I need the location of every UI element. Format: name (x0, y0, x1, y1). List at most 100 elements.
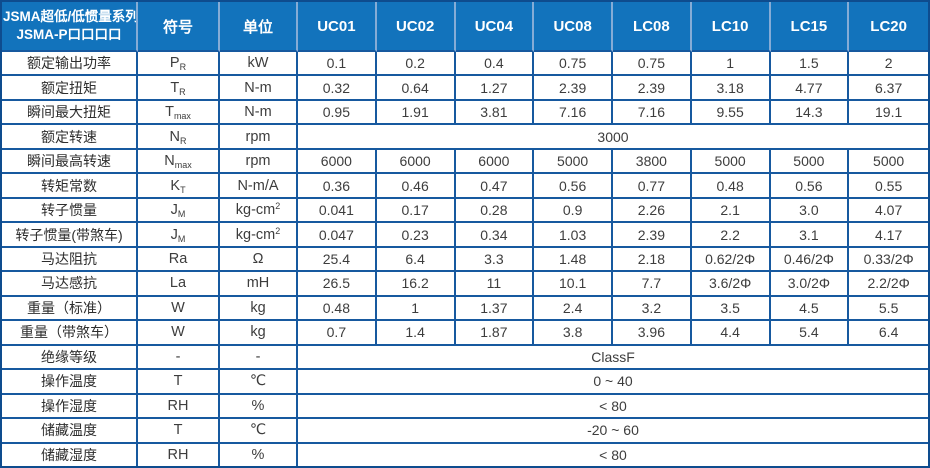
symbol-cell: RH (138, 443, 220, 466)
value-cell: 0.1 (298, 52, 377, 77)
value-cell: 6000 (455, 149, 535, 175)
value-cell: 1.48 (534, 247, 613, 273)
value-cell: 19.1 (849, 101, 928, 126)
table-row: 转子惯量(带煞车) JM kg-cm2 0.047 0.23 0.34 1.03 2.39 2.… (2, 223, 928, 248)
symbol-cell: JM (138, 223, 220, 248)
value-cell: 3.0/2Φ (770, 272, 850, 297)
value-cell: 4.5 (770, 296, 850, 322)
symbol-cell: RH (138, 394, 220, 420)
merged-value-cell: 0 ~ 40 (298, 370, 928, 395)
row-label: 额定输出功率 (2, 52, 138, 77)
value-cell: 0.23 (376, 223, 456, 248)
table-row: 额定扭矩 TR N-m 0.32 0.64 1.27 2.39 2.39 3.18 4.77 6.3… (2, 76, 928, 101)
table-row: 转子惯量 JM kg-cm2 0.041 0.17 0.28 0.9 2.26 2.1 3.0 4.… (2, 198, 928, 224)
table-row: 绝缘等级 - - ClassF (2, 345, 928, 371)
table-row: 马达感抗 La mH 26.5 16.2 11 10.1 7.7 3.6/2Φ 3.0/2Φ 2.2… (2, 272, 928, 297)
value-cell: 3.8 (534, 321, 613, 346)
unit-cell: N-m/A (220, 174, 298, 199)
model-column-header: LC15 (770, 2, 850, 52)
symbol-cell: KT (138, 174, 220, 199)
row-label: 操作温度 (2, 370, 138, 395)
row-label: 重量（带煞车） (2, 321, 138, 346)
value-cell: 25.4 (298, 247, 377, 273)
value-cell: 2 (849, 52, 928, 77)
value-cell: 6000 (376, 149, 456, 175)
value-cell: 9.55 (691, 100, 771, 126)
header-row: JSMA超低/低惯量系列 JSMA-P口口口口 符号 单位 UC01 UC02 … (2, 2, 928, 52)
unit-cell: % (220, 394, 298, 420)
value-cell: 0.62/2Φ (691, 247, 771, 273)
value-cell: 4.17 (849, 223, 928, 248)
value-cell: 0.46/2Φ (770, 247, 850, 273)
model-column-header: UC02 (376, 2, 456, 52)
value-cell: 2.2/2Φ (849, 272, 928, 297)
table-row: 操作湿度 RH% < 80 (2, 394, 928, 420)
unit-column-header: 单位 (220, 2, 298, 52)
row-label: 储藏湿度 (2, 443, 138, 466)
symbol-cell: La (138, 272, 220, 297)
unit-cell: kg-cm2 (220, 223, 298, 248)
value-cell: 0.56 (770, 174, 850, 199)
row-label: 马达感抗 (2, 272, 138, 297)
value-cell: 2.39 (534, 76, 613, 101)
value-cell: 0.64 (376, 76, 456, 101)
model-column-header: LC10 (691, 2, 771, 52)
table-row: 转矩常数 KT N-m/A 0.36 0.46 0.47 0.56 0.77 0.48 0.56 0… (2, 174, 928, 199)
value-cell: 2.4 (534, 296, 613, 322)
value-cell: 0.7 (298, 321, 377, 346)
symbol-cell: PR (138, 52, 220, 77)
value-cell: 26.5 (298, 272, 377, 297)
merged-value-cell: < 80 (599, 446, 627, 463)
value-cell: 11 (455, 272, 535, 297)
unit-cell: % (220, 443, 298, 466)
value-cell: 14.3 (770, 100, 850, 126)
value-cell: 6000 (298, 149, 377, 175)
value-cell: 0.34 (455, 223, 535, 248)
value-cell: 3.81 (455, 100, 535, 126)
unit-cell: ℃ (220, 419, 298, 444)
value-cell: 0.77 (613, 174, 692, 199)
value-cell: 2.2 (691, 223, 771, 248)
unit-cell: N-m (220, 76, 298, 101)
unit-cell: - (220, 345, 298, 371)
table-row: 储藏湿度 RH% < 80 (2, 443, 928, 466)
value-cell: 0.75 (534, 52, 613, 77)
value-cell: 3.0 (770, 198, 850, 224)
value-cell: 10.1 (534, 272, 613, 297)
value-cell: 0.36 (298, 174, 377, 199)
symbol-cell: Tmax (138, 100, 220, 126)
value-cell: 16.2 (376, 272, 456, 297)
model-column-header: UC04 (455, 2, 535, 52)
value-cell: 1.5 (770, 52, 850, 77)
symbol-cell: T (138, 370, 220, 395)
value-cell: 6.37 (849, 76, 928, 101)
table-row: 额定输出功率 PR kW 0.1 0.2 0.4 0.75 0.75 1 1.5 2 (2, 52, 928, 77)
value-cell: 7.16 (613, 100, 692, 126)
row-label: 额定扭矩 (2, 76, 138, 101)
value-cell: 0.2 (376, 52, 456, 77)
symbol-cell: JM (138, 198, 220, 224)
spec-table-body: 额定输出功率 PR kW 0.1 0.2 0.4 0.75 0.75 1 1.5 2 额定扭矩 TR N-… (2, 52, 928, 466)
value-cell: 5000 (770, 149, 850, 175)
value-cell: 0.047 (298, 223, 377, 248)
value-cell: 1.87 (455, 321, 535, 346)
value-cell: 3.5 (691, 296, 771, 322)
table-row: 马达阻抗 Ra Ω 25.4 6.4 3.3 1.48 2.18 0.62/2Φ 0.46/2Φ 0… (2, 247, 928, 273)
symbol-cell: W (138, 296, 220, 322)
value-cell: 6.4 (376, 247, 456, 273)
row-label: 重量（标准） (2, 296, 138, 322)
value-cell: 1.27 (455, 76, 535, 101)
value-cell: 0.9 (534, 198, 613, 224)
spec-table-header: JSMA超低/低惯量系列 JSMA-P口口口口 符号 单位 UC01 UC02 … (2, 2, 928, 52)
row-label: 瞬间最高转速 (2, 149, 138, 175)
value-cell: 3.96 (613, 321, 692, 346)
value-cell: 0.75 (613, 52, 692, 77)
model-column-header: UC08 (534, 2, 613, 52)
unit-cell: rpm (220, 149, 298, 175)
value-cell: 4.4 (691, 321, 771, 346)
value-cell: 0.041 (298, 198, 377, 224)
